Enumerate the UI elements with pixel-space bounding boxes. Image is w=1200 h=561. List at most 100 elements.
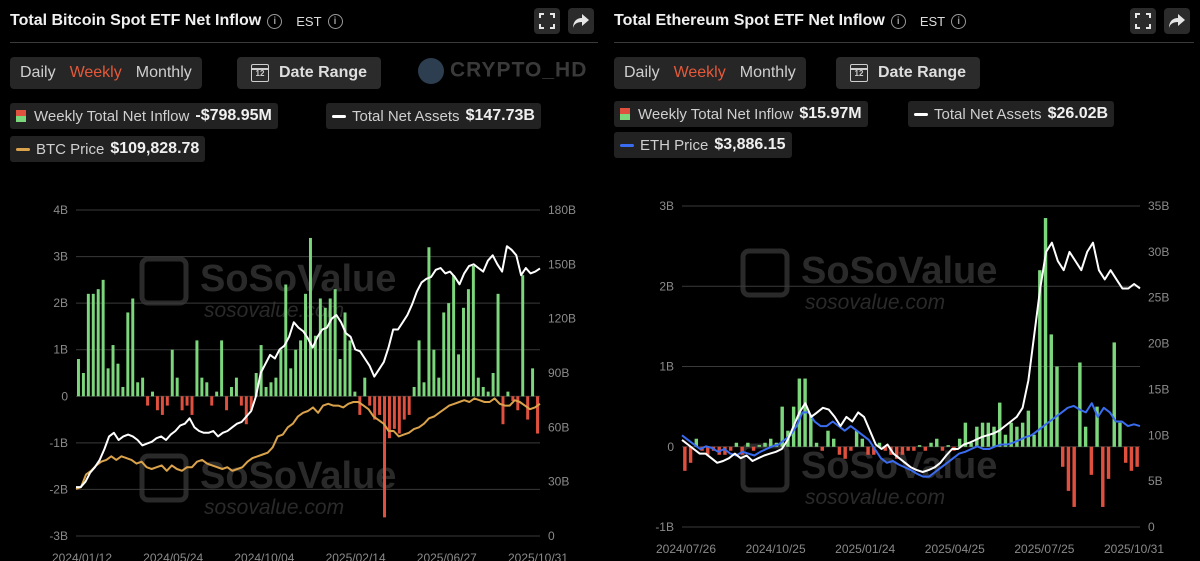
telegram-icon bbox=[418, 58, 444, 84]
inflow-bar bbox=[328, 298, 332, 397]
fullscreen-button[interactable] bbox=[534, 8, 560, 34]
eth-chart: SoSoValuesosovalue.comSoSoValuesosovalue… bbox=[655, 199, 1169, 556]
y-left-tick-label: 0 bbox=[667, 440, 674, 454]
fullscreen-button[interactable] bbox=[1130, 8, 1156, 34]
inflow-bar bbox=[1026, 410, 1031, 447]
fullscreen-icon bbox=[539, 13, 555, 29]
share-icon bbox=[1169, 14, 1185, 28]
tab-weekly[interactable]: Weekly bbox=[69, 64, 122, 81]
date-range-button[interactable]: 12 Date Range bbox=[836, 57, 981, 89]
watermark-url: sosovalue.com bbox=[204, 299, 344, 322]
inflow-bar bbox=[975, 426, 979, 447]
info-icon[interactable]: i bbox=[327, 13, 343, 29]
eth-chart-title: Total Ethereum Spot ETF Net Inflow bbox=[614, 12, 885, 29]
bar-legend-icon bbox=[16, 110, 26, 122]
tab-monthly[interactable]: Monthly bbox=[739, 64, 796, 81]
inflow-bar bbox=[814, 442, 819, 447]
y-right-tick-label: 180B bbox=[548, 203, 576, 217]
inflow-bar bbox=[854, 430, 859, 447]
inflow-bar bbox=[141, 377, 145, 397]
outflow-bar bbox=[1135, 446, 1139, 467]
outflow-bar bbox=[683, 446, 687, 471]
outflow-bar bbox=[900, 446, 905, 455]
inflow-bar bbox=[427, 247, 431, 397]
inflow-bar bbox=[457, 354, 461, 397]
outflow-bar bbox=[160, 396, 164, 415]
timezone-label: EST bbox=[919, 13, 946, 29]
inflow-bar bbox=[308, 237, 312, 397]
x-tick-label: 2025/01/24 bbox=[835, 542, 895, 556]
inflow-bar bbox=[417, 340, 421, 397]
outflow-bar bbox=[923, 446, 928, 451]
inflow-bar bbox=[200, 377, 204, 397]
header-divider bbox=[614, 42, 1194, 43]
inflow-bar bbox=[963, 422, 968, 447]
inflow-bar bbox=[466, 289, 470, 397]
legend-inflow[interactable]: Weekly Total Net Inflow -$798.95M bbox=[10, 103, 278, 129]
inflow-bar bbox=[323, 307, 327, 397]
inflow-bar bbox=[442, 312, 446, 397]
share-button[interactable] bbox=[568, 8, 594, 34]
inflow-bar bbox=[116, 363, 120, 397]
outflow-bar bbox=[185, 396, 189, 406]
inflow-bar bbox=[338, 359, 342, 397]
inflow-bar bbox=[437, 377, 441, 397]
y-left-tick-label: 1B bbox=[659, 360, 674, 374]
outflow-bar bbox=[820, 446, 824, 451]
share-button[interactable] bbox=[1164, 8, 1190, 34]
inflow-bar bbox=[299, 340, 303, 397]
tab-daily[interactable]: Daily bbox=[20, 64, 56, 81]
x-tick-label: 2024/10/25 bbox=[746, 542, 806, 556]
outflow-bar bbox=[387, 396, 391, 439]
y-left-tick-label: -2B bbox=[49, 482, 68, 496]
x-tick-label: 2024/01/12 bbox=[52, 551, 112, 561]
inflow-bar bbox=[432, 349, 436, 397]
inflow-bar bbox=[860, 438, 865, 447]
info-icon[interactable]: i bbox=[267, 13, 283, 29]
legend-assets[interactable]: Total Net Assets $147.73B bbox=[326, 103, 541, 129]
inflow-bar bbox=[136, 382, 140, 397]
inflow-bar bbox=[969, 442, 973, 447]
btc-price-line bbox=[75, 397, 541, 490]
tab-monthly[interactable]: Monthly bbox=[135, 64, 192, 81]
y-right-tick-label: 20B bbox=[1148, 337, 1169, 351]
legend-price[interactable]: ETH Price $3,886.15 bbox=[614, 132, 792, 158]
outflow-bar bbox=[940, 446, 945, 451]
inflow-bar bbox=[694, 438, 699, 447]
inflow-bar bbox=[422, 382, 426, 397]
btc-chart-title: Total Bitcoin Spot ETF Net Inflow bbox=[10, 12, 262, 29]
date-range-button[interactable]: 12 Date Range bbox=[237, 57, 382, 89]
y-right-tick-label: 25B bbox=[1148, 291, 1169, 305]
legend-price[interactable]: BTC Price $109,828.78 bbox=[10, 136, 206, 162]
outflow-bar bbox=[373, 396, 377, 420]
y-right-tick-label: 60B bbox=[548, 420, 569, 434]
outflow-bar bbox=[210, 396, 214, 406]
x-tick-label: 2025/02/14 bbox=[326, 551, 386, 561]
inflow-bar bbox=[917, 445, 922, 447]
inflow-bar bbox=[1009, 422, 1013, 447]
inflow-bar bbox=[106, 368, 110, 397]
line-legend-icon bbox=[914, 112, 928, 116]
outflow-bar bbox=[837, 446, 842, 455]
inflow-bar bbox=[269, 382, 273, 397]
y-left-tick-label: -3B bbox=[49, 529, 68, 543]
inflow-bar bbox=[274, 377, 278, 397]
legend-assets[interactable]: Total Net Assets $26.02B bbox=[908, 101, 1115, 127]
inflow-bar bbox=[121, 386, 125, 397]
info-icon[interactable]: i bbox=[951, 13, 967, 29]
info-icon[interactable]: i bbox=[890, 13, 906, 29]
legend-inflow[interactable]: Weekly Total Net Inflow $15.97M bbox=[614, 101, 868, 127]
outflow-bar bbox=[688, 446, 693, 463]
inflow-bar bbox=[1038, 270, 1042, 447]
inflow-bar bbox=[877, 442, 882, 447]
inflow-bar bbox=[175, 377, 179, 397]
btc-panel: Total Bitcoin Spot ETF Net Inflow i EST … bbox=[10, 8, 598, 561]
y-left-tick-label: 3B bbox=[53, 250, 68, 264]
line-legend-icon bbox=[16, 147, 30, 151]
outflow-bar bbox=[180, 396, 184, 411]
outflow-bar bbox=[1060, 446, 1065, 467]
tab-daily[interactable]: Daily bbox=[624, 64, 660, 81]
tab-weekly[interactable]: Weekly bbox=[673, 64, 726, 81]
inflow-bar bbox=[486, 391, 490, 397]
inflow-bar bbox=[1032, 434, 1036, 447]
